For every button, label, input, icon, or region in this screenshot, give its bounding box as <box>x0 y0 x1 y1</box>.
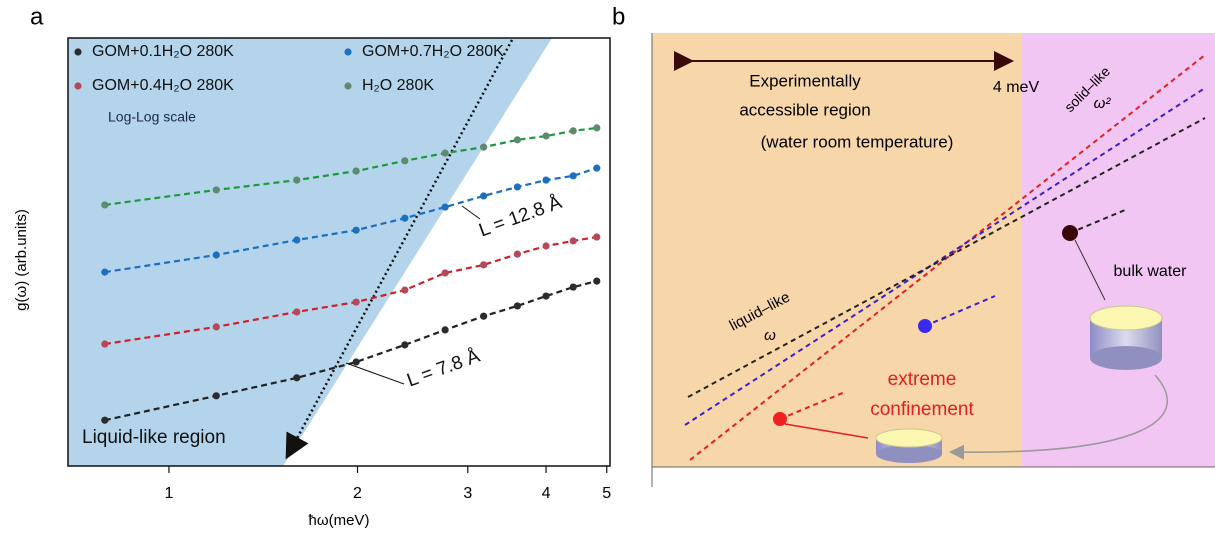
data-point <box>513 250 521 258</box>
data-point <box>212 392 220 400</box>
data-point <box>513 302 521 310</box>
bulk-label: bulk water <box>1114 263 1188 280</box>
data-point <box>352 167 360 175</box>
data-point <box>513 136 521 144</box>
annotation: Log-Log scale <box>108 109 196 125</box>
fit-line <box>104 235 597 346</box>
data-point <box>542 242 550 250</box>
legend-label: H₂O 280K <box>362 77 434 94</box>
leader <box>345 362 405 385</box>
data-point <box>352 298 360 306</box>
red-curve <box>779 391 846 420</box>
energy-label: 4 meV <box>993 79 1040 96</box>
data-point <box>401 157 409 165</box>
data-point <box>441 269 449 277</box>
data-point <box>441 326 449 334</box>
black-curve <box>687 117 1206 398</box>
data-point <box>293 374 301 382</box>
x-tick-label: 1 <box>164 485 173 502</box>
data-point <box>569 127 577 135</box>
leader <box>784 423 869 439</box>
data-point <box>593 124 601 132</box>
legend-label: GOM+0.4H₂O 280K <box>92 77 234 94</box>
fit-line <box>104 167 598 274</box>
solid-power: ω² <box>1094 95 1112 112</box>
panel-label: b <box>612 3 625 30</box>
confined-point <box>773 412 787 426</box>
data-point <box>101 340 109 348</box>
annotation: Liquid-like region <box>82 427 226 448</box>
data-point <box>212 251 220 259</box>
legend-marker <box>74 48 82 56</box>
data-point <box>480 312 488 320</box>
data-point <box>441 203 449 211</box>
data-point <box>593 277 601 285</box>
data-point <box>293 236 301 244</box>
data-point <box>569 237 577 245</box>
x-tick-label: 4 <box>542 485 551 502</box>
red-curve <box>689 54 1206 461</box>
data-point <box>542 176 550 184</box>
annotation: L = 7.8 Å <box>404 346 483 392</box>
liquid-region <box>68 38 552 466</box>
data-point <box>542 292 550 300</box>
region-label: Experimentally <box>749 71 861 90</box>
data-point <box>293 308 301 316</box>
data-point <box>352 358 360 366</box>
plot-a <box>101 124 608 473</box>
data-point <box>212 186 220 194</box>
data-point <box>101 416 109 424</box>
blue-curve <box>924 295 996 327</box>
large-cylinder <box>1089 305 1163 370</box>
data-point <box>569 172 577 180</box>
x-tick-label: 2 <box>353 485 362 502</box>
annotation: L = 12.8 Å <box>476 192 565 241</box>
region-label: (water room temperature) <box>761 132 954 151</box>
leader <box>461 205 481 220</box>
data-point <box>569 283 577 291</box>
legend-marker <box>344 82 352 90</box>
panel-label: a <box>30 3 44 30</box>
x-tick-label: 3 <box>463 485 472 502</box>
black-curve <box>1069 209 1126 234</box>
legend-label: GOM+0.1H₂O 280K <box>92 43 234 60</box>
data-point <box>593 233 601 241</box>
data-point <box>593 164 601 172</box>
data-point <box>480 192 488 200</box>
data-point <box>401 341 409 349</box>
legend-label: GOM+0.7H₂O 280K <box>362 43 504 60</box>
data-point <box>212 323 220 331</box>
crossover-line <box>285 39 514 460</box>
legend-marker <box>74 82 82 90</box>
data-point <box>480 143 488 151</box>
data-point <box>293 176 301 184</box>
plot-frame <box>67 37 611 467</box>
mid-point <box>918 319 932 333</box>
blue-curve <box>684 87 1206 426</box>
bulk-point <box>1062 225 1078 241</box>
data-point <box>542 132 550 140</box>
leader <box>1074 239 1106 301</box>
data-point <box>101 268 109 276</box>
flow-arrow <box>949 374 1168 460</box>
liquid-power: ω <box>764 327 776 344</box>
solid-region <box>1022 33 1215 467</box>
confinement-label: confinement <box>870 399 974 420</box>
data-point <box>401 286 409 294</box>
x-axis-label: ħω(meV) <box>309 512 370 529</box>
y-axis-label: g(ω) (arb.units) <box>13 209 30 311</box>
data-point <box>441 149 449 157</box>
data-point <box>401 214 409 222</box>
x-tick-label: 5 <box>602 485 611 502</box>
legend-marker <box>344 48 352 56</box>
data-point <box>513 183 521 191</box>
small-cylinder <box>875 428 943 463</box>
data-point <box>101 201 109 209</box>
data-point <box>352 226 360 234</box>
confinement-label: extreme <box>888 369 957 390</box>
region-label: accessible region <box>739 100 870 119</box>
data-point <box>480 261 488 269</box>
